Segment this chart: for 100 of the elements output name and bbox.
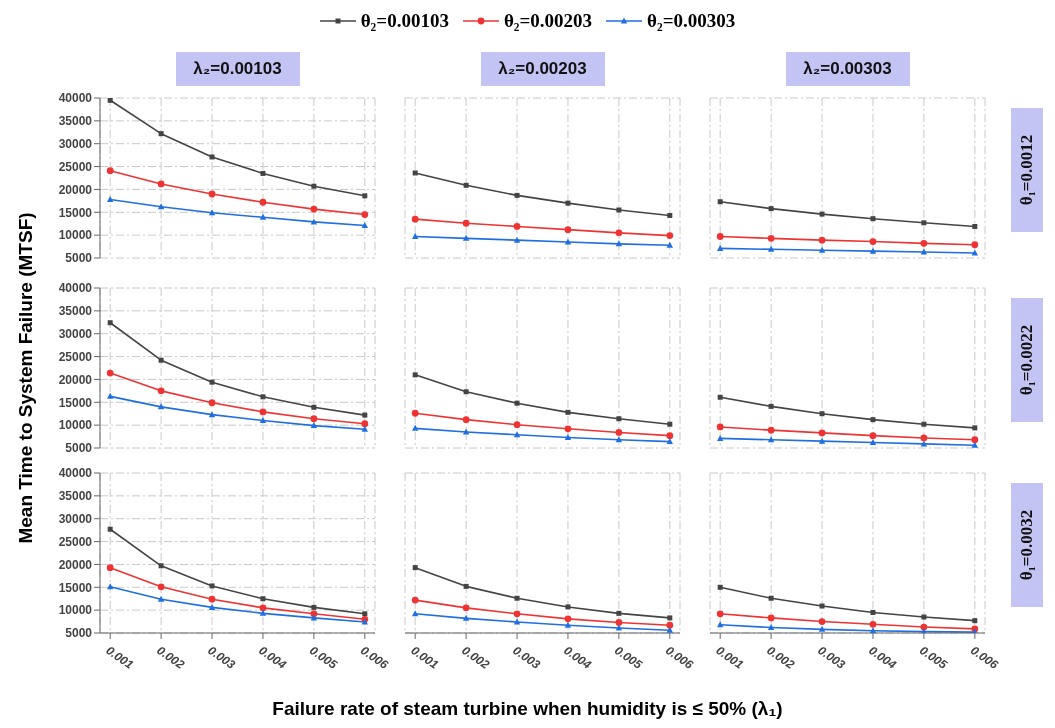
point — [716, 610, 724, 618]
point — [514, 192, 520, 198]
y-tick-label: 5000 — [65, 441, 93, 456]
point — [513, 236, 521, 243]
point — [971, 241, 979, 249]
point — [157, 180, 165, 188]
text: θ₁=0.0022 — [1017, 324, 1037, 396]
point — [411, 424, 419, 431]
point — [717, 394, 723, 400]
point — [310, 205, 318, 213]
point — [869, 439, 877, 446]
point — [411, 215, 419, 223]
point — [106, 195, 114, 202]
point — [818, 625, 826, 632]
point — [564, 615, 572, 623]
point — [616, 416, 622, 422]
point — [107, 320, 113, 326]
point — [667, 212, 673, 218]
point — [564, 238, 572, 245]
point — [921, 614, 927, 620]
point — [716, 233, 724, 240]
point — [259, 417, 267, 424]
point — [767, 426, 775, 434]
y-tick-label: 5000 — [65, 251, 93, 266]
point — [870, 216, 876, 222]
point — [716, 434, 724, 441]
point — [768, 595, 774, 601]
y-tick-label: 25000 — [58, 349, 93, 364]
point — [209, 154, 215, 160]
point — [362, 412, 368, 418]
point — [157, 595, 165, 602]
point — [869, 627, 877, 633]
point — [921, 421, 927, 427]
point — [412, 372, 418, 378]
y-tick-label: 20000 — [58, 557, 93, 572]
point — [259, 609, 267, 616]
point — [767, 614, 775, 622]
point — [869, 238, 877, 245]
point — [920, 248, 928, 255]
point — [616, 207, 622, 213]
point — [818, 429, 826, 437]
point — [107, 98, 113, 103]
point — [920, 239, 928, 247]
point — [157, 387, 165, 395]
point — [361, 420, 369, 428]
point — [921, 220, 927, 226]
point — [564, 621, 572, 628]
point — [767, 245, 775, 252]
y-tick-label: 10000 — [58, 603, 93, 618]
point — [565, 200, 571, 206]
point — [514, 400, 520, 406]
point — [920, 434, 928, 442]
chart-title: λ₂=0.00303 — [785, 52, 910, 86]
point — [818, 246, 826, 253]
y-tick-label: 15000 — [58, 205, 93, 220]
point — [158, 563, 164, 569]
point — [971, 436, 979, 444]
point — [462, 234, 470, 241]
y-tick-label: 30000 — [58, 136, 93, 151]
point — [870, 417, 876, 423]
point — [667, 421, 673, 427]
point — [615, 619, 623, 626]
point — [513, 618, 521, 625]
x-axis-title: Failure rate of steam turbine when humidity is ≤ 50% (λ₁) — [271, 698, 784, 720]
y-tick-label: 30000 — [58, 326, 93, 341]
point — [716, 244, 724, 251]
point — [311, 604, 317, 610]
point — [870, 609, 876, 615]
chart-title: λ₂=0.00103 — [175, 52, 300, 86]
point — [411, 409, 419, 417]
point — [717, 199, 723, 205]
point — [666, 432, 674, 440]
point — [157, 403, 165, 410]
point — [106, 564, 114, 572]
point — [972, 223, 978, 229]
point — [259, 408, 267, 416]
point — [106, 369, 114, 377]
y-axis-title: Mean Time to System Failure (MTSF) — [15, 212, 37, 544]
point — [361, 425, 369, 432]
point — [513, 431, 521, 438]
point — [260, 596, 266, 602]
point — [666, 626, 674, 633]
y-tick-label: 15000 — [58, 395, 93, 410]
point — [564, 433, 572, 440]
point — [361, 211, 369, 218]
y-tick-label: 20000 — [58, 372, 93, 387]
point — [767, 624, 775, 631]
point — [462, 219, 470, 227]
legend-label: θ₂=0.00303 — [647, 10, 736, 32]
chart-title: λ₂=0.00203 — [480, 52, 605, 86]
y-tick-label: 35000 — [58, 304, 93, 319]
point — [565, 604, 571, 610]
point — [564, 425, 572, 433]
point — [462, 416, 470, 424]
point — [259, 604, 267, 612]
point — [565, 409, 571, 415]
point — [513, 421, 521, 429]
point — [311, 404, 317, 410]
point — [107, 526, 113, 532]
point — [716, 423, 724, 431]
